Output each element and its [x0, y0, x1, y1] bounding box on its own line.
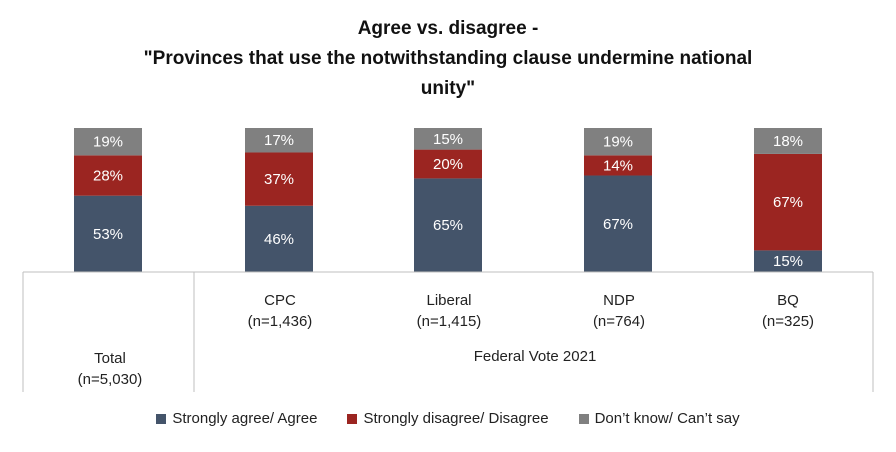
chart-title-line-1: Agree vs. disagree -: [357, 18, 539, 39]
data-label-cpc-s1: 37%: [264, 171, 294, 188]
data-label-total-s2: 19%: [93, 134, 123, 151]
chart-title-line-3: unity": [420, 78, 476, 99]
legend-swatch-agree: [156, 413, 167, 424]
data-label-liberal-s1: 20%: [433, 156, 463, 173]
data-label-total-s1: 28%: [93, 168, 123, 185]
data-label-liberal-s0: 65%: [433, 217, 463, 234]
legend-label-dont-know: Don’t know/ Can’t say: [594, 410, 740, 427]
data-label-bq-s0: 15%: [773, 253, 803, 270]
bar-segment-ndp-s1: [584, 155, 652, 176]
bar-segment-cpc-s2: [245, 128, 313, 153]
legend-item-dont-know: Don’t know/ Can’t say: [578, 410, 740, 427]
data-label-ndp-s1: 14%: [603, 157, 633, 174]
legend-swatch-dont-know: [578, 413, 589, 424]
bar-segment-liberal-s2: [414, 128, 482, 150]
category-n: (n=1,436): [247, 313, 313, 330]
legend: Strongly agree/ Agree Strongly disagree/…: [0, 410, 896, 427]
data-label-ndp-s0: 67%: [603, 216, 633, 233]
category-name: BQ: [777, 292, 799, 309]
legend-swatch-disagree: [347, 413, 358, 424]
data-label-cpc-s0: 46%: [264, 231, 294, 248]
bar-segment-total-s2: [74, 128, 142, 156]
legend-item-disagree: Strongly disagree/ Disagree: [347, 410, 549, 427]
data-label-total-s0: 53%: [93, 226, 123, 243]
bar-segment-bq-s1: [754, 153, 822, 251]
category-label-liberal: Liberal (n=1,415): [379, 290, 519, 332]
category-n: (n=325): [761, 313, 815, 330]
chart-title-line-2: "Provinces that use the notwithstanding …: [143, 48, 753, 69]
stacked-bar-chart: 53% 28% 19% 46% 37% 17% 65% 20% 15% 67% 14% 19% 15% 6…: [22, 128, 874, 392]
bar-segment-total-s1: [74, 155, 142, 196]
data-label-liberal-s2: 15%: [433, 131, 463, 148]
group-label-federal-vote: Federal Vote 2021: [473, 348, 597, 365]
bar-segment-total-s0: [74, 195, 142, 272]
category-n: (n=1,415): [416, 313, 482, 330]
bar-segment-ndp-s0: [584, 175, 652, 272]
legend-label-disagree: Strongly disagree/ Disagree: [363, 410, 549, 427]
category-label-cpc: CPC (n=1,436): [210, 290, 350, 332]
category-label-total: Total (n=5,030): [40, 348, 180, 390]
category-name: Total: [94, 350, 126, 367]
category-label-bq: BQ (n=325): [718, 290, 858, 332]
bar-segment-bq-s2: [754, 128, 822, 154]
data-label-bq-s1: 67%: [773, 194, 803, 211]
legend-label-agree: Strongly agree/ Agree: [172, 410, 318, 427]
bar-segment-liberal-s0: [414, 178, 482, 272]
category-name: CPC: [264, 292, 296, 309]
category-n: (n=5,030): [77, 371, 143, 388]
category-name: NDP: [603, 292, 635, 309]
bar-segment-liberal-s1: [414, 149, 482, 179]
bar-segment-bq-s0: [754, 250, 822, 272]
category-label-ndp: NDP (n=764): [549, 290, 689, 332]
bar-segment-cpc-s0: [245, 205, 313, 272]
category-n: (n=764): [592, 313, 646, 330]
data-label-ndp-s2: 19%: [603, 134, 633, 151]
data-label-cpc-s2: 17%: [264, 132, 294, 149]
data-label-bq-s2: 18%: [773, 133, 803, 150]
bar-segment-ndp-s2: [584, 128, 652, 156]
category-name: Liberal: [426, 292, 472, 309]
legend-item-agree: Strongly agree/ Agree: [156, 410, 317, 427]
bar-segment-cpc-s1: [245, 152, 313, 206]
